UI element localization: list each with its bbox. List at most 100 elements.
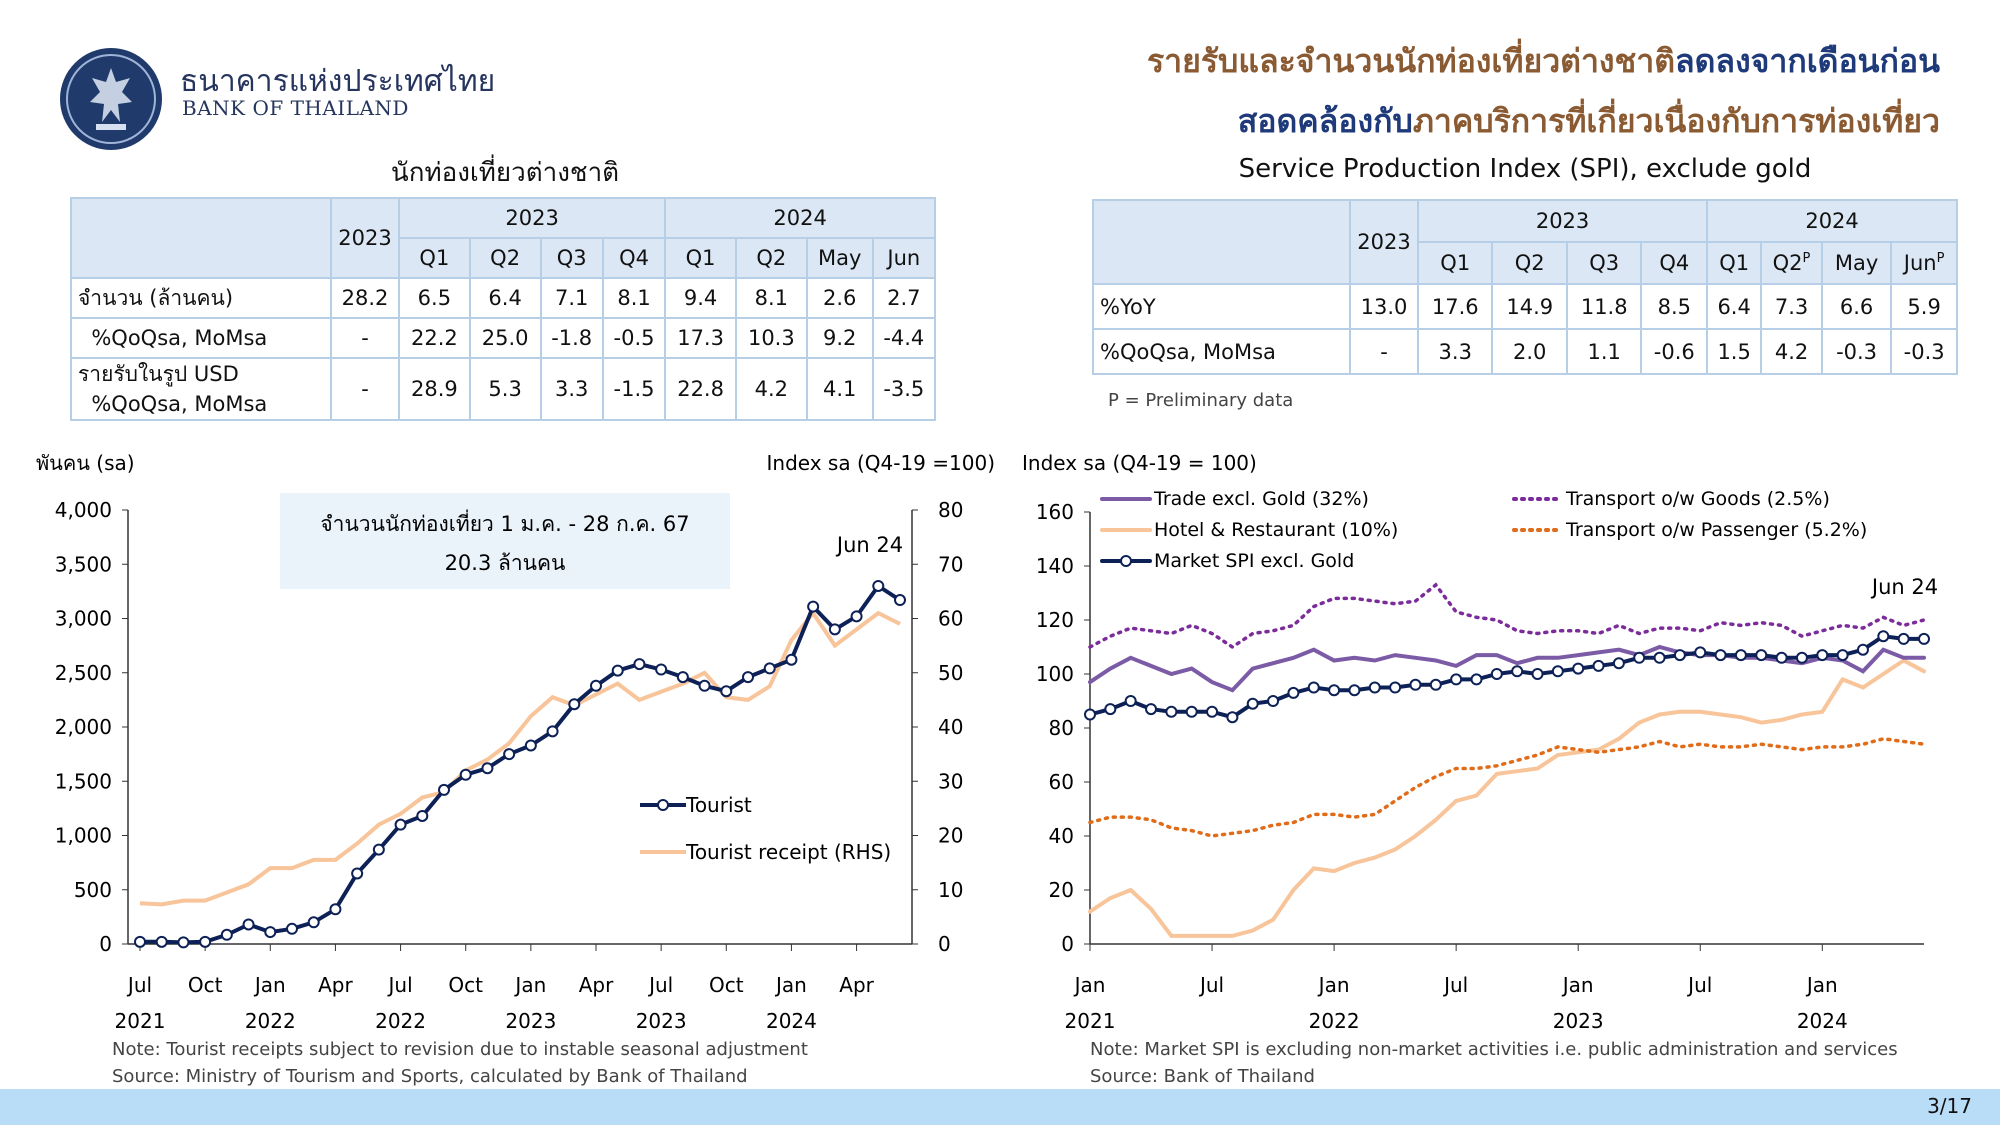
table-cell: 2.0: [1491, 328, 1568, 375]
bank-logo: [60, 48, 162, 150]
data-point-tourist: [720, 685, 733, 698]
table-cell: 22.2: [398, 317, 471, 359]
tourist-sub-header: Q1: [664, 237, 737, 279]
data-point-tourist: [785, 653, 798, 666]
x-tick-year: 2024: [1797, 1009, 1848, 1033]
headline-2a: สอดคล้องกับ: [1237, 102, 1413, 140]
table-cell: 4.2: [1760, 328, 1823, 375]
data-point-tourist: [763, 662, 776, 675]
table-cell: 28.9: [398, 357, 471, 421]
table-cell: 6.4: [1706, 283, 1763, 330]
table-cell: -0.5: [601, 317, 667, 359]
data-point-tourist: [742, 671, 754, 684]
series-line-3: [1088, 737, 1926, 838]
table-cell: -1.8: [539, 317, 604, 359]
data-point-market-spi: [1612, 657, 1625, 670]
table-cell: 8.1: [601, 277, 667, 319]
legend-marker-tourist: [657, 799, 669, 811]
table-cell: 1.1: [1565, 328, 1643, 375]
table-cell: 10.3: [734, 317, 808, 359]
data-point-tourist: [676, 671, 689, 684]
data-point-tourist: [134, 935, 146, 948]
x-tick-month: Jan: [774, 973, 807, 997]
data-point-market-spi: [1897, 632, 1910, 645]
tourist-group-header-2024: 2024: [664, 197, 936, 239]
data-point-market-spi: [1755, 649, 1768, 662]
annotation-box: [280, 493, 730, 589]
data-point-market-spi: [1856, 643, 1869, 656]
x-tick-year: 2024: [766, 1009, 817, 1033]
spi-sub-header: May: [1820, 241, 1893, 285]
table-cell: -0.3: [1820, 328, 1893, 375]
data-point-tourist: [872, 579, 885, 592]
table-cell: 8.1: [734, 277, 808, 319]
row-label: %QoQsa, MoMsa: [1092, 328, 1351, 375]
data-point-market-spi: [1470, 673, 1483, 686]
x-tick-year: 2022: [1309, 1009, 1360, 1033]
tourist-sub-header: May: [805, 237, 874, 279]
x-tick-month: Jul: [1198, 973, 1224, 997]
spi-axis-label: Index sa (Q4-19 = 100): [1022, 451, 1257, 475]
garuda-seal-icon: [66, 54, 156, 144]
data-point-tourist: [177, 936, 190, 949]
x-tick-month: Apr: [579, 973, 614, 997]
data-point-tourist: [416, 809, 429, 822]
data-point-tourist: [590, 679, 602, 692]
data-point-tourist: [807, 600, 820, 613]
data-point-market-spi: [1795, 651, 1808, 664]
data-point-tourist: [655, 663, 668, 676]
data-point-tourist: [372, 843, 385, 856]
headline-line-2: สอดคล้องกับภาคบริการที่เกี่ยวเนื่องกับกา…: [1238, 96, 1940, 147]
data-point-tourist: [503, 748, 516, 761]
headline-2b: ภาคบริการที่เกี่ยวเนื่องกับการท่องเที่ยว: [1412, 102, 1940, 140]
data-point-market-spi: [1307, 681, 1320, 694]
preliminary-mark: P: [1936, 251, 1945, 266]
series-line-2: [1088, 658, 1926, 938]
data-point-market-spi: [1918, 632, 1930, 645]
data-point-tourist: [264, 926, 277, 939]
headline-1b: ลดลงจากเดือนก่อน: [1675, 42, 1940, 80]
data-point-market-spi: [1124, 695, 1137, 707]
data-point-market-spi: [1592, 659, 1605, 672]
table-cell: 9.2: [805, 317, 874, 359]
spi-footnote: P = Preliminary data: [1108, 390, 1294, 411]
data-point-market-spi: [1714, 649, 1727, 662]
y-tick-label-right: 20: [938, 824, 963, 848]
y-tick-label-left: 2,000: [55, 715, 112, 739]
x-tick-month: Apr: [318, 973, 353, 997]
table-row: %QoQsa, MoMsa - 22.2 25.0 -1.8 -0.5 17.3…: [70, 317, 937, 359]
table-cell: 6.5: [398, 277, 471, 319]
x-tick-year: 2022: [375, 1009, 426, 1033]
data-point-market-spi: [1511, 665, 1524, 678]
y-tick-label: 80: [1049, 716, 1074, 740]
data-point-market-spi: [1185, 705, 1198, 718]
data-point-tourist: [329, 903, 342, 916]
table-row: %YoY 13.0 17.6 14.9 11.8 8.5 6.4 7.3 6.6…: [1092, 283, 1958, 330]
y-tick-label-left: 3,000: [55, 607, 112, 631]
x-tick-year: 2021: [115, 1009, 166, 1033]
x-tick-month: Jul: [647, 973, 673, 997]
data-point-tourist: [481, 762, 494, 775]
data-point-tourist: [611, 664, 624, 677]
tourist-table: 2023 2023 2024 Q1 Q2 Q3 Q4 Q1 Q2 May Jun…: [70, 197, 937, 421]
spi-group-header-2024: 2024: [1706, 199, 1958, 243]
series-line-4: [1088, 634, 1926, 720]
data-point-market-spi: [1877, 630, 1890, 643]
legend-label: Market SPI excl. Gold: [1154, 550, 1354, 572]
data-point-tourist: [524, 739, 537, 752]
table-cell: 4.2: [734, 357, 808, 421]
x-tick-month: Oct: [188, 973, 223, 997]
x-tick-year: 2023: [1553, 1009, 1604, 1033]
spi-sub-header: Q1: [1706, 241, 1763, 285]
tourist-table-title: นักท่องเที่ยวต่างชาติ: [390, 158, 620, 188]
data-point-market-spi: [1246, 697, 1259, 710]
table-cell: 6.6: [1820, 283, 1893, 330]
table-cell: 22.8: [664, 357, 737, 421]
table-cell: -: [1349, 328, 1419, 375]
legend-label-tourist: Tourist: [685, 793, 752, 817]
y-tick-label-left: 1,500: [55, 769, 112, 793]
data-point-market-spi: [1389, 681, 1402, 694]
y-tick-label-right: 70: [938, 552, 963, 576]
tourist-annual-header: 2023: [330, 197, 400, 279]
data-point-market-spi: [1348, 684, 1361, 697]
